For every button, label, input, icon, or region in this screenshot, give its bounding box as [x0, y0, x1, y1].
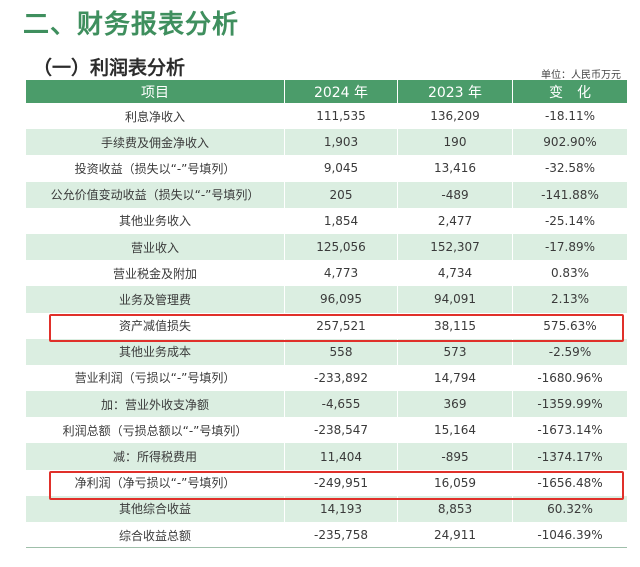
value-2024: -238,547 [284, 417, 397, 444]
table-row: 利润总额（亏损总额以“-”号填列） -238,547 15,164 -1673.… [26, 417, 627, 444]
row-label: 公允价值变动收益（损失以“-”号填列） [50, 188, 260, 203]
value-change: -1656.48% [512, 469, 627, 496]
table-row: 其他业务成本 558 573 -2.59% [26, 338, 627, 365]
value-2024: -233,892 [284, 364, 397, 392]
header-item: 项目 [141, 84, 169, 101]
table-row: 加：营业外收支净额 -4,655 369 -1359.99% [26, 391, 627, 418]
value-2024: 11,404 [284, 443, 397, 470]
table-bottom-rule [26, 547, 627, 548]
value-2024: -4,655 [284, 391, 397, 418]
header-change: 变 化 [512, 80, 627, 103]
row-label: 利润总额（亏损总额以“-”号填列） [62, 423, 248, 438]
header-2024: 2024 年 [284, 80, 397, 103]
table-row: 营业税金及附加 4,773 4,734 0.83% [26, 260, 627, 287]
row-label: 资产减值损失 [118, 319, 191, 334]
value-2023: 15,164 [397, 417, 512, 444]
value-change: -25.14% [512, 207, 627, 234]
value-2023: 13,416 [397, 155, 512, 182]
value-change: -32.58% [512, 155, 627, 182]
table-row: 减：所得税费用 11,404 -895 -1374.17% [26, 443, 627, 470]
row-label: 业务及管理费 [118, 292, 191, 307]
value-2024: -249,951 [284, 469, 397, 496]
income-statement-table: 项目 2024 年 2023 年 变 化 利息净收入 111,535 136,2… [26, 80, 627, 549]
table-row: 其他综合收益 14,193 8,853 60.32% [26, 495, 627, 522]
value-2023: 94,091 [397, 286, 512, 313]
table-row: 营业利润（亏损以“-”号填列） -233,892 14,794 -1680.96… [26, 364, 627, 392]
value-change: 0.83% [512, 260, 627, 287]
highlight-box-asset-impairment [49, 314, 624, 342]
row-label: 综合收益总额 [118, 528, 191, 543]
value-2024: 558 [284, 338, 397, 365]
value-change: -1359.99% [512, 391, 627, 418]
value-2024: 125,056 [284, 233, 397, 261]
value-change: -1673.14% [512, 417, 627, 444]
header-2023: 2023 年 [397, 80, 512, 103]
value-2024: 9,045 [284, 155, 397, 182]
table-row: 其他业务收入 1,854 2,477 -25.14% [26, 207, 627, 234]
row-label: 其他综合收益 [118, 502, 191, 517]
value-change: -1374.17% [512, 443, 627, 470]
table-row: 利息净收入 111,535 136,209 -18.11% [26, 103, 627, 130]
value-2024: 4,773 [284, 260, 397, 287]
table-row: 营业收入 125,056 152,307 -17.89% [26, 233, 627, 261]
value-2024: 205 [284, 181, 397, 208]
table-row-asset-impairment: 资产减值损失 257,521 38,115 575.63% [26, 312, 627, 339]
value-2023: 136,209 [397, 103, 512, 130]
value-2023: 369 [397, 391, 512, 418]
value-2024: 14,193 [284, 495, 397, 522]
value-2023: 24,911 [397, 522, 512, 549]
value-change: 2.13% [512, 286, 627, 313]
value-change: -2.59% [512, 338, 627, 365]
value-change: 575.63% [512, 312, 627, 339]
table-row: 公允价值变动收益（损失以“-”号填列） 205 -489 -141.88% [26, 181, 627, 208]
table-row: 投资收益（损失以“-”号填列） 9,045 13,416 -32.58% [26, 155, 627, 182]
row-label: 营业利润（亏损以“-”号填列） [74, 371, 236, 386]
value-change: 902.90% [512, 129, 627, 156]
value-2023: 573 [397, 338, 512, 365]
value-change: -18.11% [512, 103, 627, 130]
value-2023: 14,794 [397, 364, 512, 392]
row-label: 营业收入 [130, 240, 179, 255]
value-change: -1680.96% [512, 364, 627, 392]
row-label: 加：营业外收支净额 [100, 397, 209, 412]
value-2023: 8,853 [397, 495, 512, 522]
value-2023: 4,734 [397, 260, 512, 287]
value-change: 60.32% [512, 495, 627, 522]
table-row: 业务及管理费 96,095 94,091 2.13% [26, 286, 627, 313]
row-label: 利息净收入 [124, 109, 185, 124]
value-2024: 257,521 [284, 312, 397, 339]
value-2024: 1,903 [284, 129, 397, 156]
value-2024: 1,854 [284, 207, 397, 234]
row-label: 其他业务成本 [118, 345, 191, 360]
row-label: 手续费及佣金净收入 [100, 135, 209, 150]
value-2023: -489 [397, 181, 512, 208]
value-change: -1046.39% [512, 522, 627, 549]
value-change: -141.88% [512, 181, 627, 208]
highlight-box-net-profit [49, 471, 624, 500]
value-2024: 96,095 [284, 286, 397, 313]
value-2023: -895 [397, 443, 512, 470]
value-2023: 152,307 [397, 233, 512, 261]
value-2023: 190 [397, 129, 512, 156]
row-label: 营业税金及附加 [112, 266, 197, 281]
value-2023: 2,477 [397, 207, 512, 234]
sub-title: （一）利润表分析 [33, 57, 186, 79]
value-change: -17.89% [512, 233, 627, 261]
table-row: 手续费及佣金净收入 1,903 190 902.90% [26, 129, 627, 156]
table-header-row: 项目 2024 年 2023 年 变 化 [26, 80, 627, 103]
row-label: 其他业务收入 [118, 214, 191, 229]
row-label: 净利润（净亏损以“-”号填列） [74, 476, 236, 491]
table-row-net-profit: 净利润（净亏损以“-”号填列） -249,951 16,059 -1656.48… [26, 469, 627, 496]
value-2024: -235,758 [284, 522, 397, 549]
value-2024: 111,535 [284, 103, 397, 130]
row-label: 减：所得税费用 [112, 450, 197, 465]
unit-note: 单位：人民币万元 [541, 70, 621, 81]
row-label: 投资收益（损失以“-”号填列） [74, 161, 236, 176]
table-row: 综合收益总额 -235,758 24,911 -1046.39% [26, 522, 627, 549]
section-title: 二、财务报表分析 [23, 10, 240, 40]
value-2023: 38,115 [397, 312, 512, 339]
value-2023: 16,059 [397, 469, 512, 496]
